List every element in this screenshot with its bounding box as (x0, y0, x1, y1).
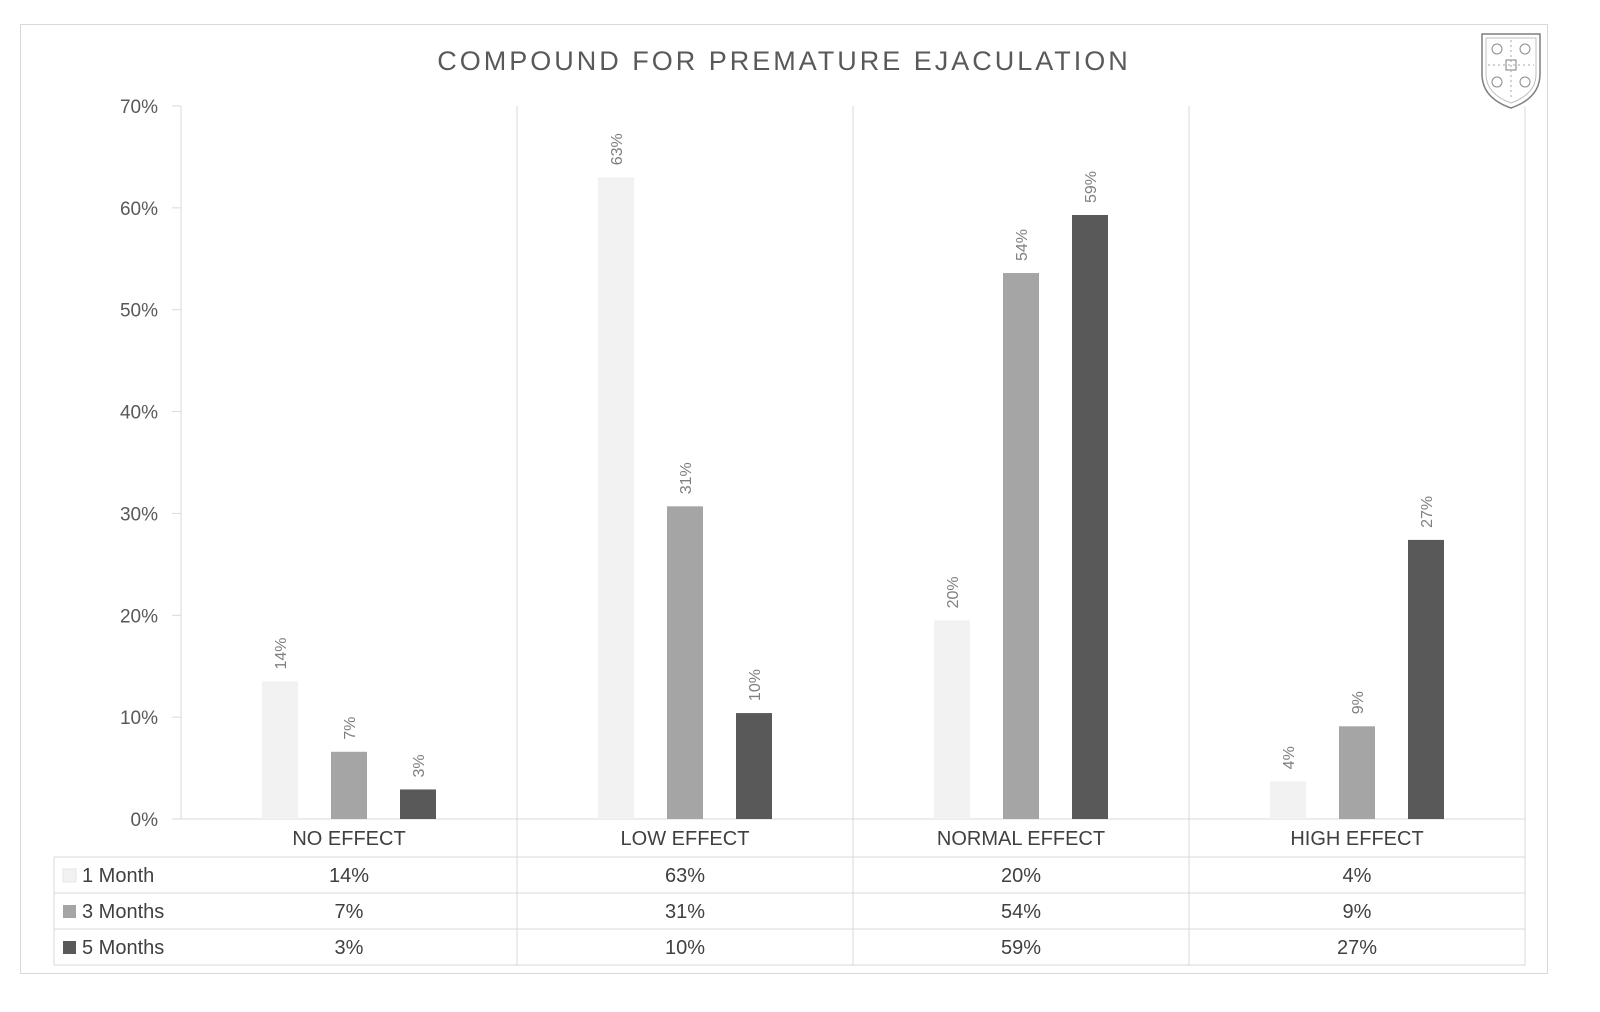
legend-label: 1 Month (82, 865, 154, 887)
crest-logo (1481, 33, 1541, 109)
table-cell: 20% (1001, 865, 1041, 887)
table-cell: 63% (665, 865, 705, 887)
y-axis: 0% 10% 20% 30% 40% 50% 60% 70% (120, 97, 1525, 831)
bar (400, 789, 436, 819)
table-cell: 14% (329, 865, 369, 887)
y-tick-label: 10% (120, 708, 158, 729)
bar (667, 506, 703, 819)
category-labels: NO EFFECT LOW EFFECT NORMAL EFFECT HIGH EFF… (292, 828, 1423, 850)
category-label: LOW EFFECT (621, 828, 750, 850)
data-label: 7% (342, 717, 359, 740)
legend-key (63, 941, 76, 954)
legend-key (63, 905, 76, 918)
legend-label: 3 Months (82, 901, 164, 923)
data-label: 4% (1281, 746, 1298, 769)
category-label: HIGH EFFECT (1290, 828, 1423, 850)
bar (331, 751, 367, 819)
category-separators (516, 106, 1526, 966)
data-label: 31% (678, 462, 695, 494)
bar (1270, 781, 1306, 819)
table-cell: 4% (1343, 865, 1372, 887)
bar (1072, 214, 1108, 820)
y-tick-label: 50% (120, 301, 158, 322)
legend-label: 5 Months (82, 937, 164, 959)
table-cell: 10% (665, 937, 705, 959)
bar (1339, 726, 1375, 819)
y-tick-label: 70% (120, 97, 158, 118)
data-label: 9% (1350, 691, 1367, 714)
data-table: 1 Month 14% 63% 20% 4% 3 Months 7% 31% 54% 9% 5 Mo… (53, 856, 1525, 966)
chart-title: COMPOUND FOR PREMATURE EJACULATION (437, 46, 1131, 76)
data-label: 3% (411, 754, 428, 777)
data-label: 10% (747, 669, 764, 701)
y-tick-label: 20% (120, 606, 158, 627)
bar (736, 713, 772, 819)
bar (1003, 273, 1039, 819)
table-cell: 7% (335, 901, 364, 923)
table-cell: 31% (665, 901, 705, 923)
bars (262, 177, 1444, 820)
data-label: 63% (609, 133, 626, 165)
y-tick-label: 0% (131, 810, 159, 831)
y-tick-label: 40% (120, 403, 158, 424)
data-label: 20% (945, 576, 962, 608)
data-labels: 14% 7% 3% 63% 31% 10% 20% 54% 59% 4% 9% 27% (273, 133, 1436, 777)
data-label: 27% (1419, 496, 1436, 528)
y-tick-label: 30% (120, 504, 158, 525)
bar (598, 177, 634, 820)
table-cell: 9% (1343, 901, 1372, 923)
table-cell: 3% (335, 937, 364, 959)
category-label: NORMAL EFFECT (937, 828, 1105, 850)
table-cell: 27% (1337, 937, 1377, 959)
bar (934, 620, 970, 819)
bar (262, 681, 298, 819)
legend-key (62, 868, 77, 883)
data-label: 59% (1083, 171, 1100, 203)
bar (1408, 539, 1444, 819)
data-label: 54% (1014, 229, 1031, 261)
data-label: 14% (273, 637, 290, 669)
y-tick-label: 60% (120, 199, 158, 220)
table-cell: 54% (1001, 901, 1041, 923)
table-cell: 59% (1001, 937, 1041, 959)
category-label: NO EFFECT (292, 828, 405, 850)
